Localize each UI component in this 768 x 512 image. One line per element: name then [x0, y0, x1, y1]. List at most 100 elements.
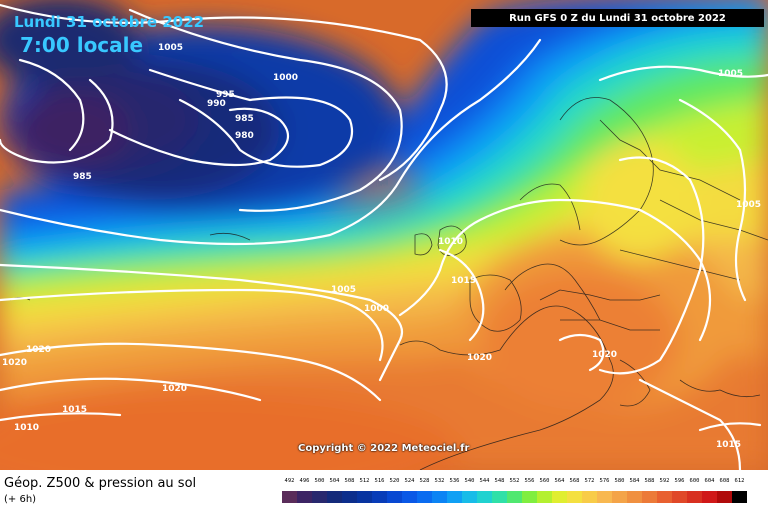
legend-tick-label: 556 — [524, 478, 535, 484]
legend-tick-label: 592 — [659, 478, 670, 484]
legend-tick-label: 536 — [449, 478, 460, 484]
legend-swatch — [537, 491, 552, 503]
legend-swatch — [447, 491, 462, 503]
coastlines — [9, 97, 768, 470]
legend-tick-label: 588 — [644, 478, 655, 484]
isobar-label: 985 — [235, 114, 254, 124]
legend-swatch — [597, 491, 612, 503]
isobar-line — [598, 65, 768, 82]
legend-swatch — [507, 491, 522, 503]
legend-swatch — [687, 491, 702, 503]
isobar-line — [18, 58, 85, 152]
isobar-line — [558, 333, 605, 372]
legend-swatch — [582, 491, 597, 503]
isobar-line — [698, 422, 762, 432]
legend-tick-label: 520 — [389, 478, 400, 484]
legend-swatch — [402, 491, 417, 503]
legend-swatch — [492, 491, 507, 503]
legend-tick-label: 552 — [509, 478, 520, 484]
isobar-label: 1000 — [273, 73, 298, 83]
legend-swatch — [732, 491, 747, 503]
isobar-label: 1020 — [467, 353, 492, 363]
isobar-label: 1015 — [716, 440, 741, 450]
isobar-label: 1015 — [62, 405, 87, 415]
isobar-label: 1005 — [331, 285, 356, 295]
legend-swatch — [417, 491, 432, 503]
geopotential-fill — [0, 0, 768, 470]
legend-swatch — [462, 491, 477, 503]
copyright-notice: Copyright © 2022 Meteociel.fr — [298, 443, 470, 454]
legend-swatch — [477, 491, 492, 503]
isobar-line — [638, 378, 742, 470]
isobar-label: 1020 — [26, 345, 51, 355]
isobar-label: 1020 — [162, 384, 187, 394]
legend-swatch — [432, 491, 447, 503]
legend-tick-label: 596 — [674, 478, 685, 484]
legend-swatch — [552, 491, 567, 503]
isobar-line — [438, 248, 485, 342]
legend-swatch — [522, 491, 537, 503]
model-run-label: Run GFS 0 Z du Lundi 31 octobre 2022 — [471, 9, 764, 27]
legend-tick-label: 568 — [569, 478, 580, 484]
geopotential-map: 1005 1000 995 990 985 980 985 1005 1005 … — [0, 0, 768, 470]
bottom-bar: Géop. Z500 & pression au sol (+ 6h) 492 4… — [0, 470, 768, 512]
legend-swatch — [297, 491, 312, 503]
isobar-label: 1005 — [158, 43, 183, 53]
legend-tick-label: 560 — [539, 478, 550, 484]
legend-tick-label: 612 — [734, 478, 745, 484]
legend-swatch — [327, 491, 342, 503]
legend-tick-label: 532 — [434, 478, 445, 484]
isobar-label: 1005 — [718, 69, 743, 79]
isobar-line — [0, 3, 448, 182]
isobar-line — [108, 107, 290, 167]
isobar-line — [128, 8, 403, 212]
legend-tick-label: 584 — [629, 478, 640, 484]
isobar-label: 990 — [207, 99, 226, 109]
legend-tick-label: 528 — [419, 478, 430, 484]
isobar-label: 980 — [235, 131, 254, 141]
legend-tick-label: 524 — [404, 478, 415, 484]
isobar-line — [0, 263, 403, 382]
legend-tick-label: 512 — [359, 478, 370, 484]
legend-tick-label: 548 — [494, 478, 505, 484]
legend-tick-label: 576 — [599, 478, 610, 484]
isobar-line — [0, 288, 384, 362]
legend-swatch — [657, 491, 672, 503]
isobar-label: 1010 — [14, 423, 39, 433]
legend-swatch — [282, 491, 297, 503]
isobars — [0, 3, 768, 470]
legend-tick-label: 492 — [284, 478, 295, 484]
isobar-line — [0, 377, 262, 402]
legend-swatch — [642, 491, 657, 503]
forecast-step: (+ 6h) — [4, 494, 37, 505]
legend-tick-label: 504 — [329, 478, 340, 484]
legend-tick-label: 540 — [464, 478, 475, 484]
legend-tick-label: 608 — [719, 478, 730, 484]
isobar-label: 1005 — [736, 200, 761, 210]
legend-swatch — [312, 491, 327, 503]
legend-tick-label: 600 — [689, 478, 700, 484]
isobar-label: 1010 — [438, 237, 463, 247]
map-title: Géop. Z500 & pression au sol — [4, 476, 197, 491]
legend-swatch — [357, 491, 372, 503]
legend-tick-label: 580 — [614, 478, 625, 484]
legend-tick-label: 508 — [344, 478, 355, 484]
legend-swatch — [702, 491, 717, 503]
legend-tick-label: 544 — [479, 478, 490, 484]
isobar-line — [398, 198, 712, 342]
legend-tick-label: 572 — [584, 478, 595, 484]
isobar-label: 985 — [73, 172, 92, 182]
isobar-line — [678, 98, 747, 302]
legend-tick-label: 516 — [374, 478, 385, 484]
isobar-line — [0, 78, 114, 164]
isobar-line — [598, 156, 705, 375]
legend-tick-label: 604 — [704, 478, 715, 484]
isobar-line — [0, 412, 122, 422]
legend-tick-label: 496 — [299, 478, 310, 484]
legend-swatch — [672, 491, 687, 503]
legend-swatch — [567, 491, 582, 503]
isobar-label: 1020 — [592, 350, 617, 360]
legend-swatch — [372, 491, 387, 503]
isobar-label: 1020 — [2, 358, 27, 368]
isobar-label: 1000 — [364, 304, 389, 314]
